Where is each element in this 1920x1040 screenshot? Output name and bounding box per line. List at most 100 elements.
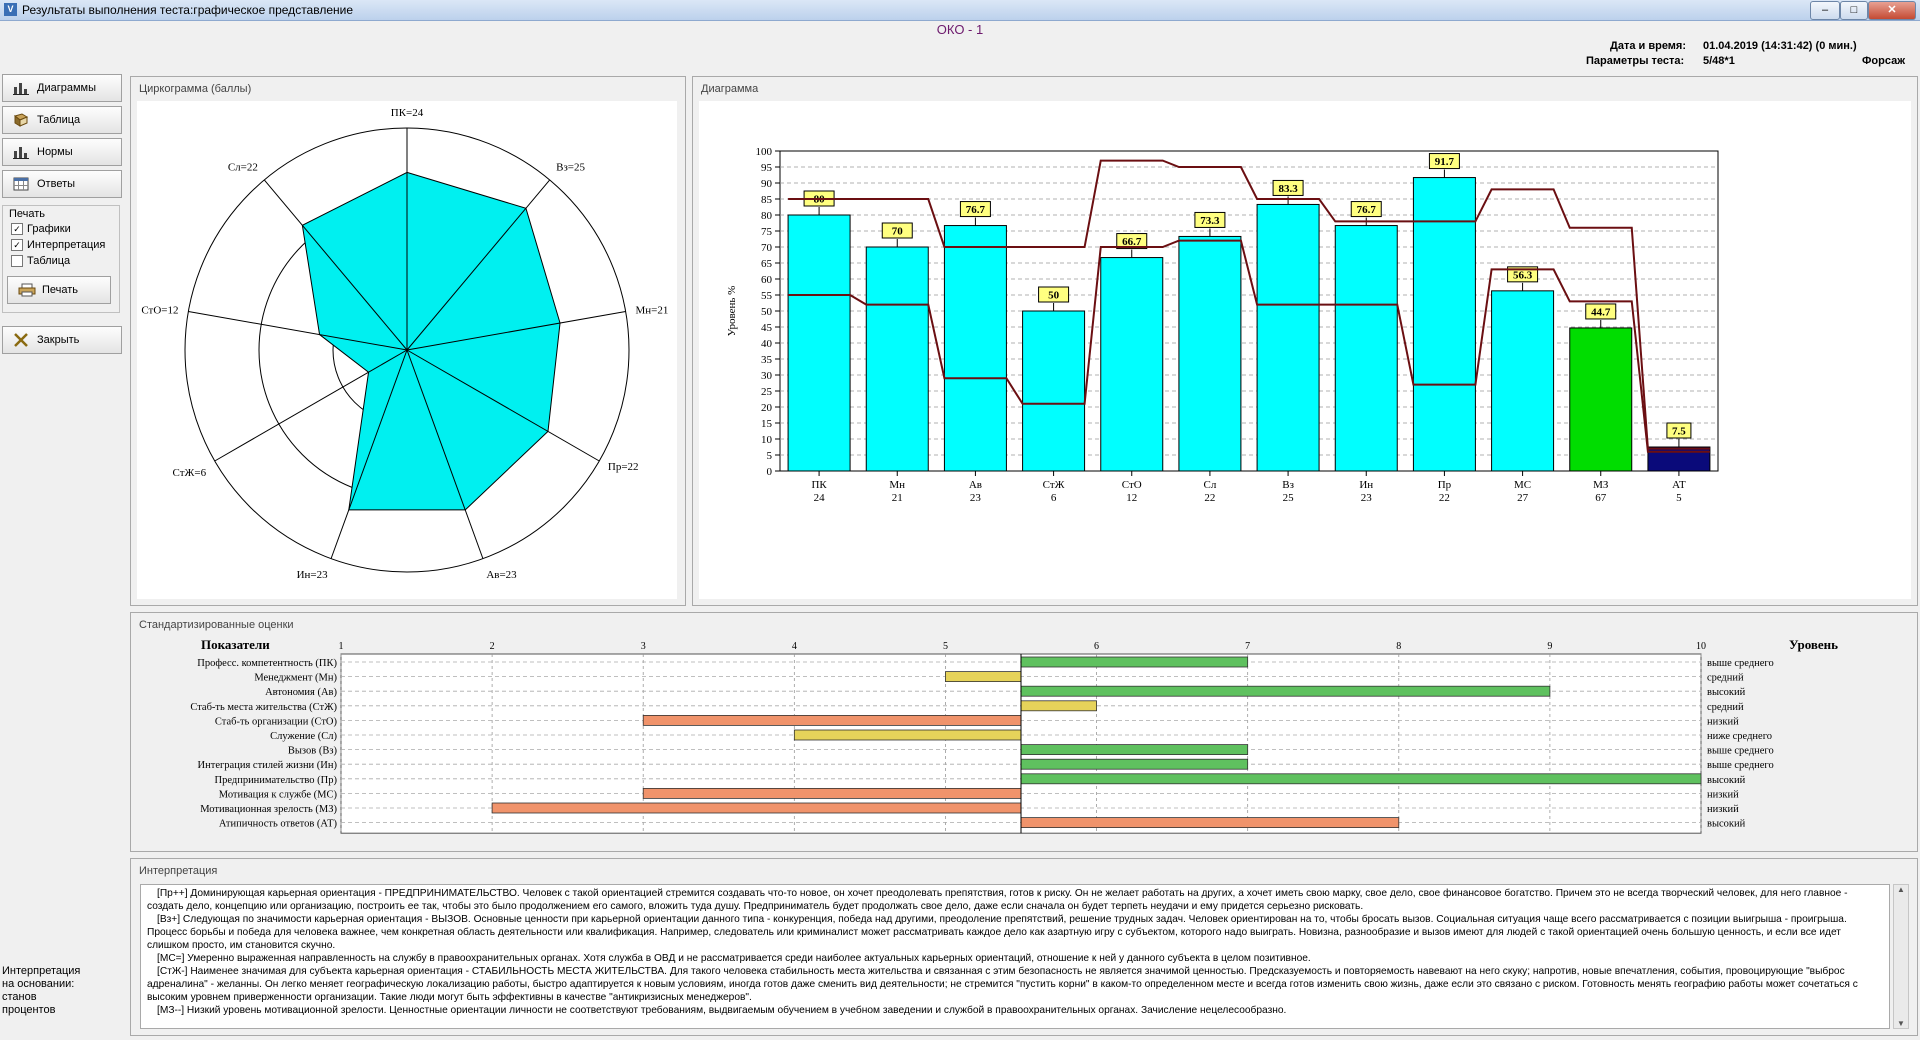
answers-button[interactable]: Ответы bbox=[2, 170, 122, 198]
indicator-label: Предпринимательство (Пр) bbox=[215, 775, 338, 786]
x-tick-label: СтО bbox=[1122, 479, 1142, 491]
bar bbox=[1647, 446, 1711, 472]
x-tick-label: Ав bbox=[969, 479, 982, 491]
bar bbox=[1569, 327, 1633, 472]
level-label: низкий bbox=[1707, 804, 1739, 815]
x-score-label: 23 bbox=[1361, 492, 1373, 504]
checkbox-table-box[interactable] bbox=[11, 255, 23, 267]
radar-canvas: ПК=24 Вз=25 Мн=21 Пр=22 Ав=23 Ин=23 СтЖ=6 СтО=1… bbox=[137, 101, 677, 599]
standardized-chart: Показатели Уровень 1 2 3 4 5 6 7 8 9 10 Професс. ком… bbox=[190, 637, 1838, 834]
radar-axis-label: Пр=22 bbox=[608, 461, 639, 473]
checkbox-interpretation-box[interactable]: ✓ bbox=[11, 239, 23, 251]
y-tick-label: 70 bbox=[761, 242, 773, 254]
radar-axis-label: СтЖ=6 bbox=[173, 467, 207, 479]
level-label: высокий bbox=[1707, 775, 1746, 786]
radar-axis-line bbox=[406, 179, 551, 351]
close-window-button[interactable]: ✕ bbox=[1868, 1, 1916, 20]
value-label: 76.7 bbox=[1357, 204, 1377, 216]
value-label: 50 bbox=[1048, 290, 1060, 302]
x-score-label: 12 bbox=[1126, 492, 1137, 504]
diagrams-button[interactable]: Диаграммы bbox=[2, 74, 122, 102]
bar bbox=[1100, 257, 1164, 472]
value-label-box bbox=[1194, 211, 1226, 228]
table-checkbox[interactable]: Таблица bbox=[11, 255, 70, 267]
indicator-label: Интеграция стилей жизни (Ин) bbox=[198, 760, 338, 771]
score-bar bbox=[945, 671, 1022, 682]
x-tick-label: 10 bbox=[1696, 641, 1706, 652]
x-score-label: 23 bbox=[970, 492, 982, 504]
params-label: Параметры теста: bbox=[1586, 55, 1685, 67]
charts-checkbox[interactable]: ✓ Графики bbox=[11, 223, 71, 235]
bar-chart-icon bbox=[13, 145, 29, 159]
y-tick-label: 50 bbox=[761, 306, 773, 318]
y-tick-label: 0 bbox=[767, 466, 773, 478]
value-label: 56.3 bbox=[1513, 269, 1533, 281]
radar-axis-label: Мн=21 bbox=[635, 305, 668, 317]
print-group-label: Печать bbox=[9, 208, 46, 220]
x-tick-label: 9 bbox=[1547, 641, 1552, 652]
test-title: ОКО - 1 bbox=[936, 22, 984, 37]
x-tick-label: 7 bbox=[1245, 641, 1250, 652]
x-score-label: 27 bbox=[1517, 492, 1529, 504]
interpretation-basis-note: Интерпретация на основании: станов проце… bbox=[2, 965, 80, 1017]
value-label-box bbox=[1038, 286, 1070, 303]
checkbox-charts-box[interactable]: ✓ bbox=[11, 223, 23, 235]
score-bar bbox=[491, 802, 1022, 814]
y-tick-label: 90 bbox=[761, 178, 773, 190]
x-tick-label: Мн bbox=[889, 479, 905, 491]
level-label: низкий bbox=[1707, 789, 1739, 800]
indicators-header: Показатели bbox=[201, 637, 270, 652]
x-tick-label: ПК bbox=[811, 479, 827, 491]
indicator-label: Автономия (Ав) bbox=[265, 687, 337, 698]
value-label: 83.3 bbox=[1278, 183, 1298, 195]
value-label-box bbox=[1428, 153, 1460, 170]
level-label: средний bbox=[1707, 702, 1744, 713]
x-score-label: 6 bbox=[1051, 492, 1057, 504]
x-tick-label: МЗ bbox=[1593, 479, 1609, 491]
level-label: низкий bbox=[1707, 716, 1739, 727]
y-tick-label: 30 bbox=[761, 370, 773, 382]
level-label: выше среднего bbox=[1707, 658, 1774, 669]
table-button[interactable]: Таблица bbox=[2, 106, 122, 134]
interpretation-scrollbar[interactable]: ▲ ▼ bbox=[1893, 884, 1909, 1029]
interp-paragraph: [Вз+] Следующая по значимости карьерная … bbox=[147, 914, 1847, 951]
level-label: высокий bbox=[1707, 687, 1746, 698]
percent-bar-chart: 0510152025303540455055606570758085909510… bbox=[726, 146, 1719, 504]
table-checkbox-label: Таблица bbox=[27, 255, 71, 267]
interpretation-checkbox[interactable]: ✓ Интерпретация bbox=[11, 239, 105, 251]
bar-chart-icon bbox=[13, 81, 29, 95]
y-tick-label: 15 bbox=[761, 418, 773, 430]
x-tick-label: 1 bbox=[339, 641, 344, 652]
score-bar bbox=[1020, 773, 1702, 785]
radar-panel: Циркограмма (баллы) ПК=24 Вз=25 Мн=21 Пр=22… bbox=[130, 76, 686, 606]
indicator-label: Менеджмент (Мн) bbox=[254, 673, 337, 684]
value-label: 91.7 bbox=[1435, 156, 1455, 168]
y-tick-label: 55 bbox=[761, 290, 773, 302]
bar bbox=[1334, 225, 1398, 472]
radar-axis-label: СтО=12 bbox=[141, 305, 178, 317]
value-label-box bbox=[1116, 233, 1148, 250]
interp-paragraph: [СтЖ-] Наименее значимая для субъекта ка… bbox=[147, 966, 1858, 1003]
interp-paragraph: [Пр++] Доминирующая карьерная ориентация… bbox=[147, 888, 1848, 912]
scroll-down-icon[interactable]: ▼ bbox=[1897, 1019, 1905, 1028]
scroll-up-icon[interactable]: ▲ bbox=[1897, 885, 1905, 894]
maximize-button[interactable]: □ bbox=[1840, 1, 1868, 20]
bar bbox=[943, 225, 1007, 472]
close-button[interactable]: Закрыть bbox=[2, 326, 122, 354]
norms-button[interactable]: Нормы bbox=[2, 138, 122, 166]
radar-axis-label: Ав=23 bbox=[486, 569, 517, 581]
bar bbox=[1256, 203, 1320, 472]
y-tick-label: 20 bbox=[761, 402, 773, 414]
radar-axis-line bbox=[406, 349, 600, 462]
norm-lower-line bbox=[788, 239, 1710, 453]
level-label: выше среднего bbox=[1707, 746, 1774, 757]
interpretation-text[interactable]: [Пр++] Доминирующая карьерная ориентация… bbox=[140, 884, 1890, 1029]
x-score-label: 21 bbox=[892, 492, 903, 504]
print-button[interactable]: Печать bbox=[7, 276, 111, 304]
diagram-canvas: 0 5 10 15 20 25 30 35 40 45 50 55 60 65 70 75 80 85 90 95 10… bbox=[699, 101, 1911, 599]
score-bar bbox=[1020, 817, 1400, 829]
close-icon bbox=[13, 333, 29, 347]
radar-axis-line bbox=[188, 310, 408, 351]
x-tick-label: 5 bbox=[943, 641, 948, 652]
minimize-button[interactable]: – bbox=[1810, 1, 1840, 20]
